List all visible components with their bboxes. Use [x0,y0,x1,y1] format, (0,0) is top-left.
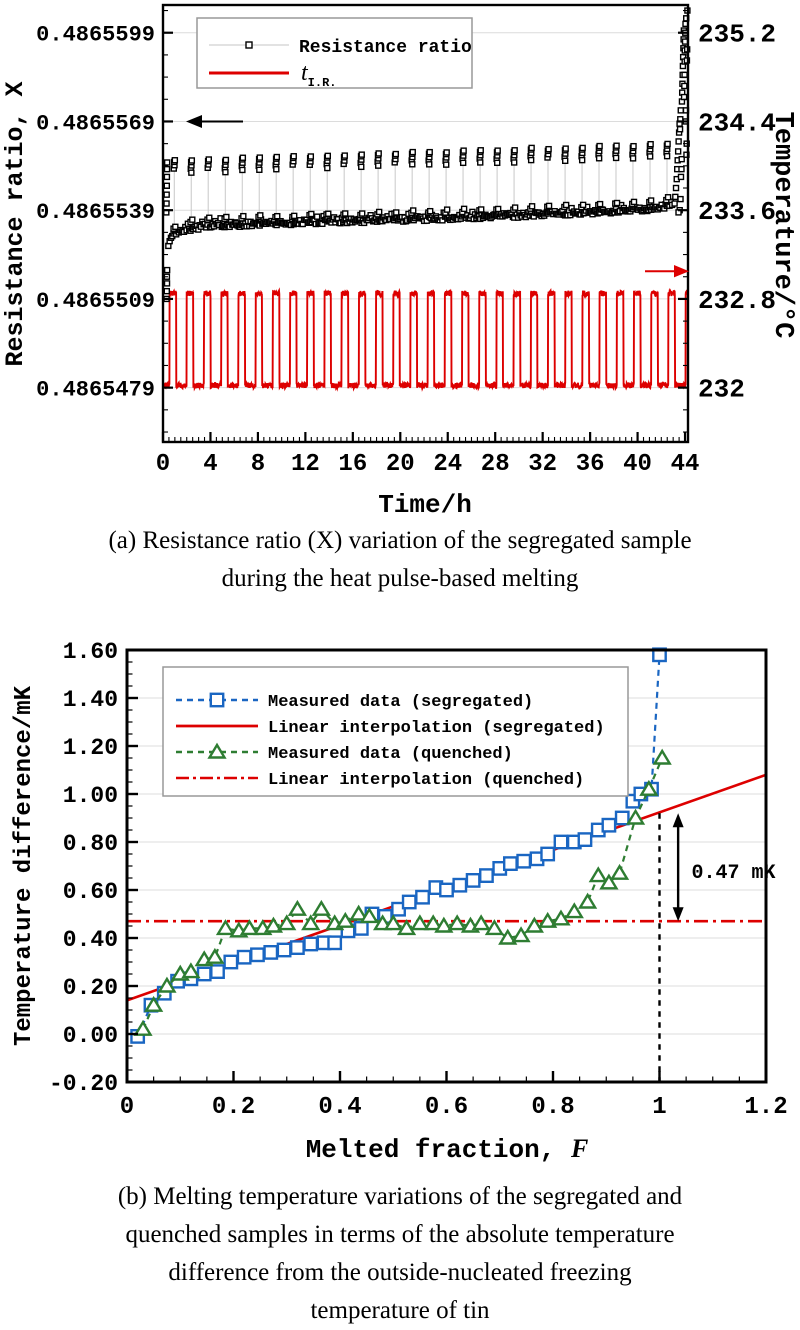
svg-text:16: 16 [338,451,367,478]
caption-b: (b) Melting temperature variations of th… [0,1178,800,1330]
svg-text:Measured data (segregated): Measured data (segregated) [268,693,533,712]
annotation-047: 0.47 mK [658,813,775,1082]
caption-b-line4: temperature of tin [310,1297,490,1324]
caption-a-line1: (a) Resistance ratio (X) variation of th… [108,527,692,554]
svg-text:1.40: 1.40 [63,687,118,713]
svg-text:0.47 mK: 0.47 mK [691,862,775,885]
chart-a-axes: 0 4 8 12 16 20 24 28 32 36 40 44 0.4865599 235.2 0.486… [36,3,776,478]
svg-text:0.6: 0.6 [425,1094,468,1121]
svg-text:Linear interpolation (quenched: Linear interpolation (quenched) [268,771,584,790]
svg-text:1.00: 1.00 [63,783,118,809]
svg-text:1.20: 1.20 [63,735,118,761]
svg-text:Measured data (quenched): Measured data (quenched) [268,745,513,764]
svg-text:24: 24 [433,451,462,478]
svg-text:0.4865599: 0.4865599 [36,23,155,48]
svg-text:0.4865509: 0.4865509 [36,289,155,314]
svg-text:232: 232 [698,375,745,405]
svg-text:36: 36 [576,451,605,478]
svg-text:1.2: 1.2 [744,1094,787,1121]
svg-text:12: 12 [291,451,320,478]
svg-text:0: 0 [156,451,170,478]
caption-a-line2: during the heat pulse-based melting [221,565,579,592]
svg-text:0.20: 0.20 [63,975,118,1001]
chart-b-axes: 0 0.2 0.4 0.6 0.8 1 1.2 1.60 1.40 1.20 1.00 0.80 0.6… [49,639,788,1121]
svg-text:0.4: 0.4 [318,1094,361,1121]
svg-text:0.4865539: 0.4865539 [36,200,155,225]
svg-text:0.4865479: 0.4865479 [36,378,155,403]
svg-text:-0.20: -0.20 [49,1071,118,1097]
svg-text:20: 20 [386,451,415,478]
svg-text:8: 8 [251,451,265,478]
svg-text:Melted fraction, F: Melted fraction, F [306,1134,589,1165]
right-axis-title-a: Temperature/°C [767,112,797,339]
svg-text:235.2: 235.2 [698,20,776,50]
svg-text:Temperature difference/mK: Temperature difference/mK [11,685,38,1046]
chart-a: 0 4 8 12 16 20 24 28 32 36 40 44 0.4865599 235.2 0.486… [1,3,797,520]
y-axis-title-b: Temperature difference/mK [11,685,38,1046]
svg-text:4: 4 [203,451,217,478]
quenched-series [133,748,672,1036]
svg-text:32: 32 [528,451,557,478]
svg-text:0.4865569: 0.4865569 [36,111,155,136]
svg-text:0.8: 0.8 [531,1094,574,1121]
svg-text:234.4: 234.4 [698,108,776,138]
pulse-connectors [173,151,668,231]
svg-text:Resistance ratio: Resistance ratio [299,38,472,58]
svg-text:Time/h: Time/h [378,490,472,520]
svg-text:Linear interpolation (segregat: Linear interpolation (segregated) [268,719,605,738]
svg-text:Temperature/°C: Temperature/°C [767,112,797,339]
x-axis-title-a: Time/h [378,490,472,520]
svg-text:0.40: 0.40 [63,927,118,953]
svg-text:0.60: 0.60 [63,879,118,905]
svg-text:233.6: 233.6 [698,197,776,227]
svg-text:0: 0 [120,1094,134,1121]
caption-b-line1: (b) Melting temperature variations of th… [117,1183,683,1210]
svg-text:0.2: 0.2 [212,1094,255,1121]
right-arrow [645,264,689,278]
left-arrow [186,114,243,128]
svg-text:Resistance ratio, X: Resistance ratio, X [1,81,30,366]
x-axis-title-b: Melted fraction, F [306,1134,589,1165]
svg-text:232.8: 232.8 [698,286,776,316]
left-axis-title-a: Resistance ratio, X [1,81,30,366]
svg-text:28: 28 [481,451,510,478]
chart-b-legend: Measured data (segregated) Linear interpo… [162,666,629,797]
svg-text:40: 40 [623,451,652,478]
caption-a: (a) Resistance ratio (X) variation of th… [0,522,800,598]
svg-text:0.80: 0.80 [63,831,118,857]
resistance-ratio-series [163,7,691,303]
t-ir-series [162,287,689,392]
chart-b: 0.47 mK 0 0.2 0.4 0.6 0.8 1 1.2 1.60 1.40 1.20 1.00… [11,639,788,1165]
caption-b-line2: quenched samples in terms of the absolut… [125,1221,675,1248]
svg-text:44: 44 [671,451,700,478]
svg-text:1: 1 [652,1094,666,1121]
segregated-series [130,647,667,1044]
caption-b-line3: difference from the outside-nucleated fr… [168,1259,632,1286]
svg-text:1.60: 1.60 [63,639,118,665]
svg-text:0.00: 0.00 [63,1023,118,1049]
